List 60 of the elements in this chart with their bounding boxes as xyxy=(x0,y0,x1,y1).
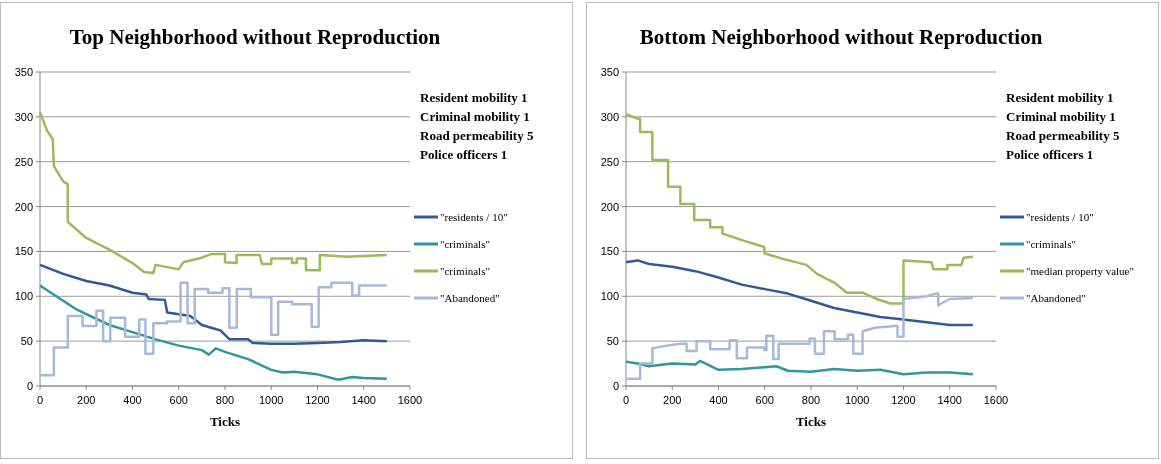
legend-label: "criminals" xyxy=(1026,238,1076,250)
x-tick-label: 0 xyxy=(36,394,44,406)
x-tick-label: 1600 xyxy=(397,394,423,406)
y-tick-label: 350 xyxy=(600,66,619,78)
text: Criminal mobility 1 xyxy=(420,109,530,124)
x-tick-label: 800 xyxy=(215,394,235,406)
line-series xyxy=(624,112,975,305)
x-axis-title: Ticks xyxy=(795,414,827,429)
y-tick-label: 300 xyxy=(14,110,33,123)
y-tick-label: 100 xyxy=(14,290,33,303)
text: Road permeability 5 xyxy=(1006,128,1120,143)
line-series xyxy=(624,359,975,376)
text: Police officers 1 xyxy=(1006,147,1094,162)
x-tick-label: 200 xyxy=(663,394,682,406)
text: Resident mobility 1 xyxy=(1006,90,1114,105)
legend-label: "residents / 10" xyxy=(1026,211,1094,223)
y-tick-label: 0 xyxy=(26,380,33,392)
x-tick-label: 600 xyxy=(169,394,188,406)
x-tick-label: 1400 xyxy=(351,394,376,406)
y-tick-label: 0 xyxy=(612,380,619,392)
text: Road permeability 5 xyxy=(420,128,534,143)
x-tick-label: 400 xyxy=(123,394,142,406)
y-tick-label: 300 xyxy=(600,110,619,123)
text: Resident mobility 1 xyxy=(420,90,528,105)
text: Criminal mobility 1 xyxy=(1006,109,1116,124)
y-tick-label: 250 xyxy=(14,155,33,168)
x-tick-label: 200 xyxy=(77,394,96,406)
chart-title: Bottom Neighborhood without Reproduction xyxy=(639,25,1043,49)
line-series xyxy=(38,263,389,346)
y-tick-label: 50 xyxy=(20,335,33,348)
x-tick-label: 0 xyxy=(622,394,630,406)
legend-label: "criminals" xyxy=(440,238,490,250)
x-tick-label: 800 xyxy=(801,394,821,406)
y-tick-label: 200 xyxy=(600,200,619,213)
legend-label: "median property value" xyxy=(1026,265,1134,277)
x-tick-label: 400 xyxy=(709,394,728,406)
x-tick-label: 1200 xyxy=(305,394,330,406)
x-tick-label: 600 xyxy=(755,394,774,406)
x-axis-title: Ticks xyxy=(209,414,241,429)
x-tick-label: 1200 xyxy=(891,394,916,406)
legend-label: "residents / 10" xyxy=(440,211,508,223)
legend-label: "Abandoned" xyxy=(1026,292,1086,304)
y-tick-label: 150 xyxy=(600,245,619,258)
x-tick-label: 1400 xyxy=(937,394,962,406)
line-series xyxy=(624,292,975,381)
y-tick-label: 250 xyxy=(600,155,619,168)
y-tick-label: 200 xyxy=(14,200,33,213)
text: Police officers 1 xyxy=(420,147,508,162)
x-tick-label: 1000 xyxy=(845,394,870,406)
chart-title: Top Neighborhood without Reproduction xyxy=(69,25,441,49)
y-tick-label: 350 xyxy=(14,66,33,78)
line-series xyxy=(38,111,389,275)
y-tick-label: 50 xyxy=(606,335,619,348)
y-tick-label: 100 xyxy=(600,290,619,303)
y-tick-label: 150 xyxy=(14,245,33,258)
line-series xyxy=(624,259,975,327)
x-tick-label: 1000 xyxy=(259,394,284,406)
x-tick-label: 1600 xyxy=(983,394,1009,406)
legend-label: "criminals" xyxy=(440,265,490,277)
legend-label: "Abandoned" xyxy=(440,292,500,304)
